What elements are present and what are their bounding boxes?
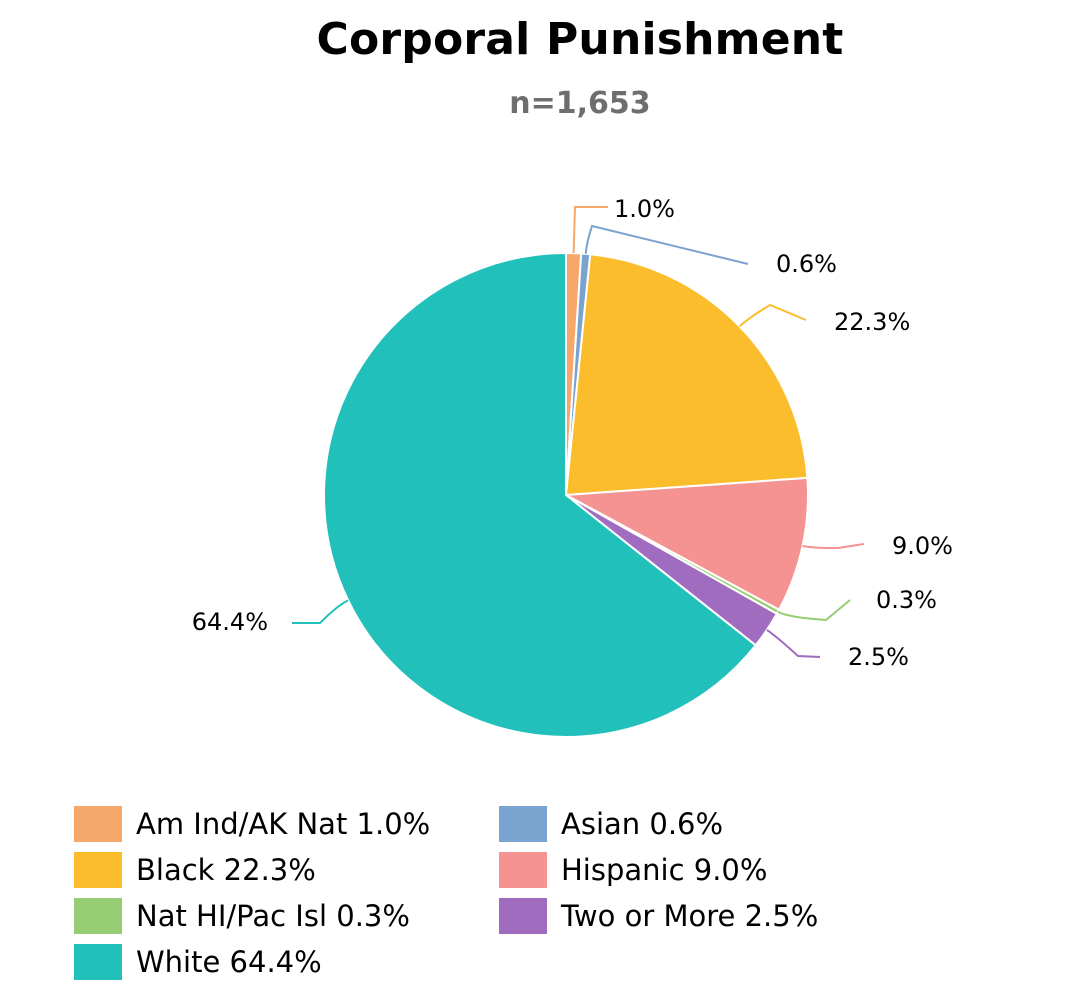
legend-label: Two or More 2.5% bbox=[561, 899, 819, 933]
chart-legend: Am Ind/AK Nat 1.0% Asian 0.6% Black 22.3… bbox=[74, 804, 1034, 982]
legend-label: Nat HI/Pac Isl 0.3% bbox=[136, 899, 410, 933]
pie-chart: 1.0% 0.6% 22.3% 9.0% 0.3% 2.5% 64.4% bbox=[192, 195, 953, 738]
pie-slice-hispanic[interactable] bbox=[562, 476, 809, 612]
label-connector bbox=[766, 629, 821, 658]
legend-label: Am Ind/AK Nat 1.0% bbox=[136, 807, 431, 841]
label-connector bbox=[738, 303, 807, 328]
chart-subtitle: n=1,653 bbox=[509, 86, 651, 121]
legend-item-nat-hi-pac-isl[interactable]: Nat HI/Pac Isl 0.3% bbox=[74, 896, 499, 936]
legend-item-hispanic[interactable]: Hispanic 9.0% bbox=[499, 850, 919, 890]
legend-label: Black 22.3% bbox=[136, 853, 316, 887]
legend-swatch bbox=[74, 944, 122, 980]
data-label: 2.5% bbox=[848, 643, 909, 671]
pie-slice-white[interactable] bbox=[323, 251, 758, 738]
label-connector bbox=[572, 206, 608, 254]
legend-item-asian[interactable]: Asian 0.6% bbox=[499, 804, 919, 844]
legend-item-two-or-more[interactable]: Two or More 2.5% bbox=[499, 896, 919, 936]
label-connector bbox=[292, 599, 349, 624]
pie-slice-black[interactable] bbox=[564, 253, 809, 497]
data-label: 22.3% bbox=[834, 308, 910, 336]
legend-label: Asian 0.6% bbox=[561, 807, 724, 841]
data-label: 0.3% bbox=[876, 586, 937, 614]
legend-item-white[interactable]: White 64.4% bbox=[74, 942, 499, 982]
label-connector bbox=[802, 543, 865, 550]
data-label: 0.6% bbox=[776, 250, 837, 278]
legend-swatch bbox=[74, 898, 122, 934]
label-connector bbox=[777, 599, 851, 622]
legend-item-black[interactable]: Black 22.3% bbox=[74, 850, 499, 890]
data-label: 1.0% bbox=[614, 195, 675, 223]
legend-swatch bbox=[74, 852, 122, 888]
legend-swatch bbox=[499, 852, 547, 888]
legend-swatch bbox=[74, 806, 122, 842]
legend-label: Hispanic 9.0% bbox=[561, 853, 768, 887]
legend-label: White 64.4% bbox=[136, 945, 322, 979]
legend-swatch bbox=[499, 806, 547, 842]
legend-item-am-ind-ak-nat[interactable]: Am Ind/AK Nat 1.0% bbox=[74, 804, 499, 844]
data-label: 64.4% bbox=[192, 608, 268, 636]
chart-title: Corporal Punishment bbox=[316, 14, 844, 65]
data-label: 9.0% bbox=[892, 532, 953, 560]
legend-swatch bbox=[499, 898, 547, 934]
label-connector bbox=[584, 224, 749, 265]
